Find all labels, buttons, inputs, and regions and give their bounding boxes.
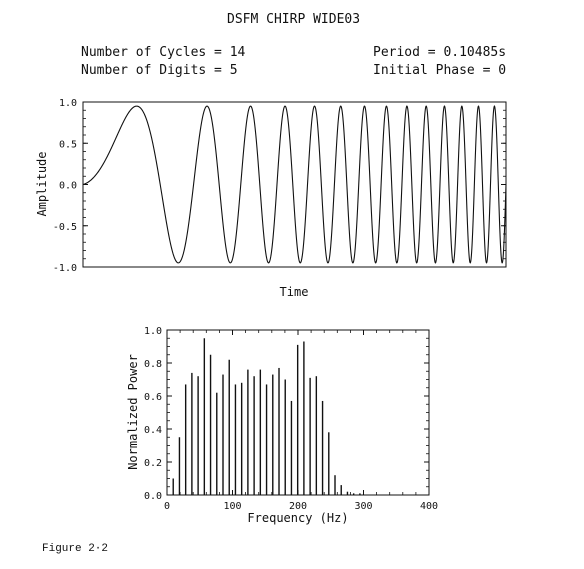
spectrum-y-tick-label: 1.0: [144, 326, 162, 337]
wave-x-axis-label: Time: [280, 285, 309, 299]
wave-y-tick-label: 1.0: [59, 98, 77, 109]
cycles-label: Number of Cycles = 14: [81, 45, 246, 60]
spectrum-x-axis-label: Frequency (Hz): [247, 511, 348, 525]
spectrum-y-tick-label: 0.6: [144, 392, 162, 403]
digits-label: Number of Digits = 5: [81, 63, 238, 78]
wave-y-axis-label: Amplitude: [35, 151, 49, 216]
spectrum-x-tick-label: 300: [354, 501, 372, 512]
wave-y-tick-label: -0.5: [53, 222, 77, 233]
spectrum-x-tick-label: 100: [223, 501, 241, 512]
spectrum-plot-frame: [166, 329, 430, 496]
spectrum-bars: [172, 338, 361, 495]
chirp-waveform-line: [82, 105, 507, 264]
spectrum-y-tick-label: 0.4: [144, 425, 162, 436]
spectrum-x-tick-label: 400: [420, 501, 438, 512]
spectrum-x-tick-labels: 0 100 200 300 400: [164, 501, 438, 512]
phase-label: Initial Phase = 0: [373, 63, 507, 78]
spectrum-x-tick-label: 0: [164, 501, 170, 512]
figure-caption: Figure 2·2: [42, 543, 109, 555]
spectrum-x-tick-label: 200: [289, 501, 307, 512]
spectrum-y-tick-label: 0.8: [144, 359, 162, 370]
wave-plot-frame: [82, 101, 507, 268]
spectrum-y-tick-label: 0.0: [144, 491, 162, 502]
spectrum-y-tick-label: 0.2: [144, 458, 162, 469]
spectrum-y-tick-labels: 0.0 0.2 0.4 0.6 0.8 1.0: [144, 326, 162, 502]
figure-title: DSFM CHIRP WIDE03: [227, 12, 361, 27]
wave-y-tick-label: 0.0: [59, 181, 77, 192]
wave-y-tick-labels: 1.0 0.5 0.0 -0.5 -1.0: [53, 98, 77, 274]
wave-y-tick-label: -1.0: [53, 263, 77, 274]
spectrum-y-axis-label: Normalized Power: [126, 354, 140, 470]
period-label: Period = 0.10485s: [373, 45, 507, 60]
wave-y-tick-label: 0.5: [59, 139, 77, 150]
chirp-waveform-chart: 1.0 0.5 0.0 -0.5 -1.0 Time Amplitude: [35, 98, 507, 299]
